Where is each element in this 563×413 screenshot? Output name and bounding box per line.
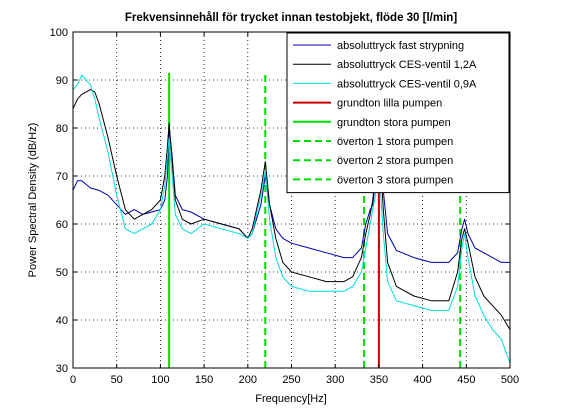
x-tick-label: 350 [370, 374, 388, 386]
x-tick-label: 400 [413, 374, 431, 386]
y-tick-label: 90 [56, 75, 68, 87]
legend-label: överton 3 stora pumpen [337, 174, 453, 186]
legend-label: grundton stora pumpen [337, 117, 451, 129]
x-tick-label: 50 [111, 374, 123, 386]
chart-title: Frekvensinnehåll för trycket innan testo… [125, 12, 457, 24]
x-tick-label: 450 [457, 374, 475, 386]
series-line [72, 74, 511, 364]
y-tick-label: 80 [56, 123, 68, 135]
x-tick-label: 100 [151, 374, 169, 386]
axis-ticks: 0 50 100 150 200 250 300 350 400 450 500 30 40 50 60 70… [50, 27, 520, 386]
y-tick-label: 30 [56, 363, 68, 375]
y-tick-label: 70 [56, 171, 68, 183]
x-tick-label: 150 [195, 374, 213, 386]
x-tick-label: 200 [239, 374, 257, 386]
legend: absoluttryck fast strypning absoluttryck … [286, 32, 510, 194]
legend-box [286, 32, 510, 194]
y-axis-label: Power Spectral Density (dB/Hz) [27, 123, 39, 278]
series-line [72, 89, 511, 330]
y-tick-label: 40 [56, 315, 68, 327]
legend-label: absoluttryck fast strypning [337, 40, 464, 52]
legend-label: överton 1 stora pumpen [337, 136, 453, 148]
legend-label: grundton lilla pumpen [337, 98, 442, 110]
y-tick-label: 60 [56, 219, 68, 231]
data-series [72, 74, 511, 364]
legend-label: överton 2 stora pumpen [337, 155, 453, 167]
y-tick-label: 50 [56, 267, 68, 279]
legend-label: absoluttryck CES-ventil 1,2A [337, 59, 477, 71]
x-axis-label: Frequency[Hz] [255, 393, 327, 405]
x-tick-label: 300 [326, 374, 344, 386]
x-tick-label: 250 [282, 374, 300, 386]
x-tick-label: 0 [70, 374, 76, 386]
x-tick-label: 500 [501, 374, 519, 386]
legend-label: absoluttryck CES-ventil 0,9A [337, 78, 477, 90]
y-tick-label: 100 [50, 27, 68, 39]
